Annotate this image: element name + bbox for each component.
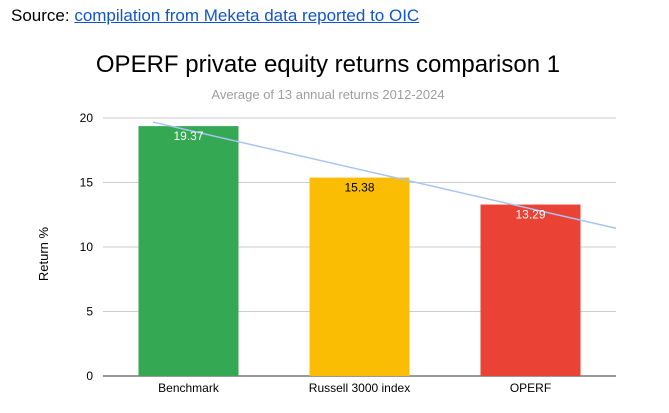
- chart-title: OPERF private equity returns comparison …: [96, 51, 560, 78]
- y-tick-label: 15: [80, 176, 94, 190]
- data-label: 15.38: [344, 181, 374, 195]
- bar: [138, 126, 239, 376]
- bar: [309, 177, 410, 376]
- source-prefix: Source:: [11, 6, 75, 25]
- x-tick-label: OPERF: [510, 381, 551, 395]
- chart-subtitle: Average of 13 annual returns 2012-2024: [211, 87, 444, 102]
- source-line: Source: compilation from Meketa data rep…: [11, 5, 419, 27]
- y-tick-label: 5: [86, 305, 93, 319]
- trendline: [152, 121, 617, 229]
- data-label: 13.29: [515, 208, 545, 222]
- x-tick-label: Benchmark: [158, 381, 220, 395]
- bar: [480, 204, 581, 376]
- source-link[interactable]: compilation from Meketa data reported to…: [74, 6, 420, 25]
- data-label: 19.37: [173, 129, 203, 143]
- y-axis-label: Return %: [36, 226, 51, 281]
- y-tick-label: 20: [80, 111, 94, 125]
- y-tick-label: 0: [86, 369, 93, 383]
- x-tick-label: Russell 3000 index: [309, 381, 410, 395]
- y-tick-label: 10: [80, 240, 94, 254]
